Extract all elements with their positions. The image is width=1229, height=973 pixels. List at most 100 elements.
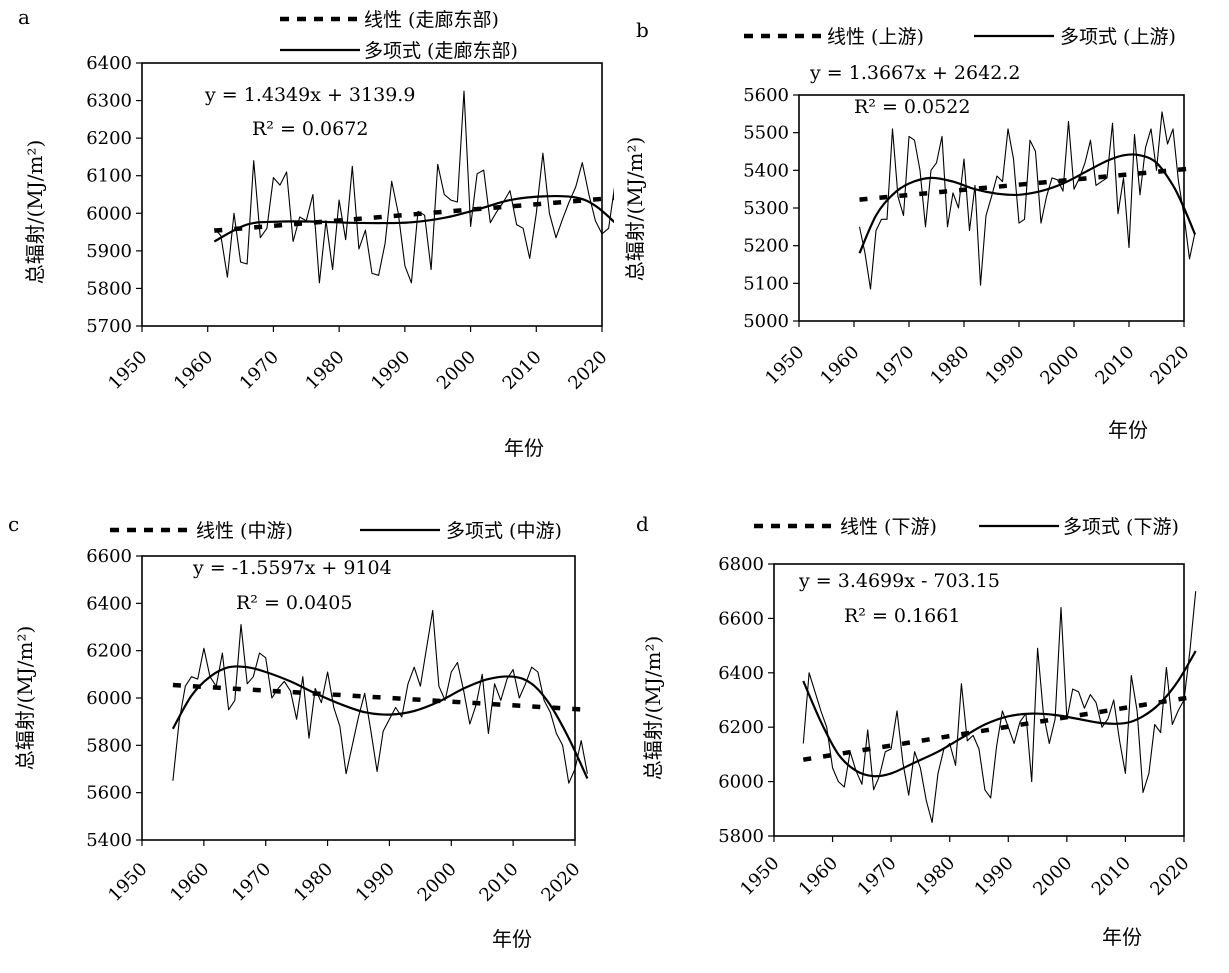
- x-tick-label: 1950: [104, 859, 151, 906]
- polynomial-trend-line: [171, 665, 589, 779]
- annual-series-line: [802, 591, 1197, 823]
- y-tick-label: 6000: [718, 772, 764, 793]
- x-tick-label: 1980: [290, 859, 337, 906]
- y-tick-label: 6200: [718, 717, 764, 738]
- x-tick-label: 2000: [1036, 342, 1083, 389]
- x-tick-label: 1980: [912, 853, 959, 900]
- x-tick-label: 1960: [816, 342, 863, 389]
- legend-linear-label: 线性 (上游): [827, 26, 924, 48]
- y-tick-label: 5400: [86, 830, 132, 851]
- panel-letter: d: [636, 512, 649, 536]
- y-axis-title: 总辐射/(MJ/m²): [13, 626, 37, 771]
- y-tick-label: 6600: [718, 608, 764, 629]
- x-tick-label: 1970: [853, 853, 900, 900]
- chart-svg: 5400 5600 5800 6000 6200 6400 6600 1950 1960 1970…: [8, 512, 589, 951]
- legend-poly-label: 多项式 (走廊东部): [364, 40, 518, 62]
- y-tick-label: 6400: [86, 53, 132, 74]
- x-tick-label: 1950: [104, 347, 151, 394]
- y-tick-label: 5800: [86, 278, 132, 299]
- y-tick-label: 6000: [86, 203, 132, 224]
- r-squared-label: R² = 0.0672: [252, 118, 368, 140]
- y-tick-label: 5600: [743, 85, 789, 106]
- y-tick-label: 6600: [86, 546, 132, 567]
- x-tick-label: 1980: [926, 342, 973, 389]
- x-tick-label: 2000: [414, 859, 461, 906]
- linear-trend-line: [214, 195, 616, 233]
- x-tick-label: 2000: [1029, 853, 1076, 900]
- chart-svg: 5700 5800 5900 6000 6100 6200 6300 6400 1950 1960…: [18, 5, 616, 460]
- linear-trend-line: [802, 694, 1197, 762]
- chart-panel-c: 5400 5600 5800 6000 6200 6400 6600 1950 1960 1970…: [0, 484, 614, 973]
- y-tick-label: 5800: [718, 826, 764, 847]
- x-axis-title: 年份: [1108, 418, 1148, 442]
- y-tick-label: 5100: [743, 273, 789, 294]
- x-tick-label: 2010: [1091, 342, 1138, 389]
- x-tick-label: 1960: [166, 859, 213, 906]
- y-axis-title: 总辐射/(MJ/m²): [23, 140, 47, 285]
- chart-panel-b: 5000 5100 5200 5300 5400 5500 5600 1950 1960 1970…: [614, 0, 1229, 488]
- chart-svg: 5800 6000 6200 6400 6600 6800 1950 1960 1970 1980…: [636, 512, 1197, 949]
- legend-linear-label: 线性 (中游): [196, 520, 293, 542]
- x-axis-title: 年份: [492, 927, 532, 951]
- r-squared-label: R² = 0.1661: [844, 605, 960, 627]
- x-tick-label: 2020: [537, 859, 584, 906]
- y-tick-label: 5600: [86, 783, 132, 804]
- chart-panel-d: 5800 6000 6200 6400 6600 6800 1950 1960 1970 1980…: [614, 484, 1229, 973]
- chart-panel-a: 5700 5800 5900 6000 6100 6200 6300 6400 1950 1960…: [0, 0, 616, 488]
- regression-equation: y = -1.5597x + 9104: [192, 557, 392, 579]
- x-tick-label: 1980: [301, 347, 348, 394]
- regression-equation: y = 3.4699x - 703.15: [798, 570, 1000, 592]
- y-tick-label: 5000: [743, 311, 789, 332]
- y-axis-title: 总辐射/(MJ/m²): [641, 636, 665, 781]
- x-tick-label: 1990: [981, 342, 1028, 389]
- x-tick-label: 1950: [736, 853, 783, 900]
- y-tick-label: 6300: [86, 91, 132, 112]
- x-tick-label: 2020: [1146, 853, 1193, 900]
- x-tick-label: 1970: [236, 347, 283, 394]
- regression-equation: y = 1.3667x + 2642.2: [809, 62, 1020, 84]
- x-tick-label: 2000: [433, 347, 480, 394]
- x-axis-title: 年份: [1102, 925, 1142, 949]
- y-tick-label: 5300: [743, 198, 789, 219]
- regression-equation: y = 1.4349x + 3139.9: [204, 84, 415, 106]
- r-squared-label: R² = 0.0405: [236, 592, 352, 614]
- x-tick-label: 2010: [475, 859, 522, 906]
- legend-poly-label: 多项式 (上游): [1060, 26, 1176, 48]
- x-tick-label: 1960: [795, 853, 842, 900]
- annual-series-line: [213, 90, 616, 284]
- x-tick-label: 2010: [499, 347, 546, 394]
- y-tick-label: 6100: [86, 166, 132, 187]
- panel-letter: b: [636, 18, 649, 42]
- x-tick-label: 2010: [1088, 853, 1135, 900]
- y-tick-label: 5400: [743, 160, 789, 181]
- polynomial-trend-line: [802, 650, 1197, 778]
- x-tick-label: 1990: [367, 347, 414, 394]
- linear-trend-line: [859, 165, 1196, 202]
- annual-series-line: [858, 111, 1196, 290]
- y-axis-title: 总辐射/(MJ/m²): [623, 137, 647, 282]
- plot-area: [773, 563, 1185, 837]
- linear-trend-line: [172, 682, 588, 713]
- y-tick-label: 5900: [86, 241, 132, 262]
- r-squared-label: R² = 0.0522: [854, 96, 970, 118]
- legend-poly-label: 多项式 (中游): [446, 520, 562, 542]
- x-tick-label: 1960: [170, 347, 217, 394]
- x-tick-label: 1990: [352, 859, 399, 906]
- x-tick-label: 2020: [1146, 342, 1193, 389]
- x-tick-label: 1950: [761, 342, 808, 389]
- x-tick-label: 1970: [871, 342, 918, 389]
- polynomial-trend-line: [858, 153, 1197, 254]
- y-tick-label: 6000: [86, 688, 132, 709]
- x-axis-title: 年份: [504, 436, 544, 460]
- y-tick-label: 5700: [86, 316, 132, 337]
- chart-svg: 5000 5100 5200 5300 5400 5500 5600 1950 1960 1970…: [623, 18, 1197, 442]
- x-tick-label: 2020: [564, 347, 611, 394]
- legend-linear-label: 线性 (下游): [840, 516, 937, 538]
- y-tick-label: 5200: [743, 236, 789, 257]
- y-tick-label: 5800: [86, 735, 132, 756]
- legend-poly-label: 多项式 (下游): [1063, 516, 1179, 538]
- annual-series-line: [172, 609, 588, 784]
- y-tick-label: 6800: [718, 554, 764, 575]
- panel-letter: a: [18, 5, 30, 29]
- y-tick-label: 5500: [743, 123, 789, 144]
